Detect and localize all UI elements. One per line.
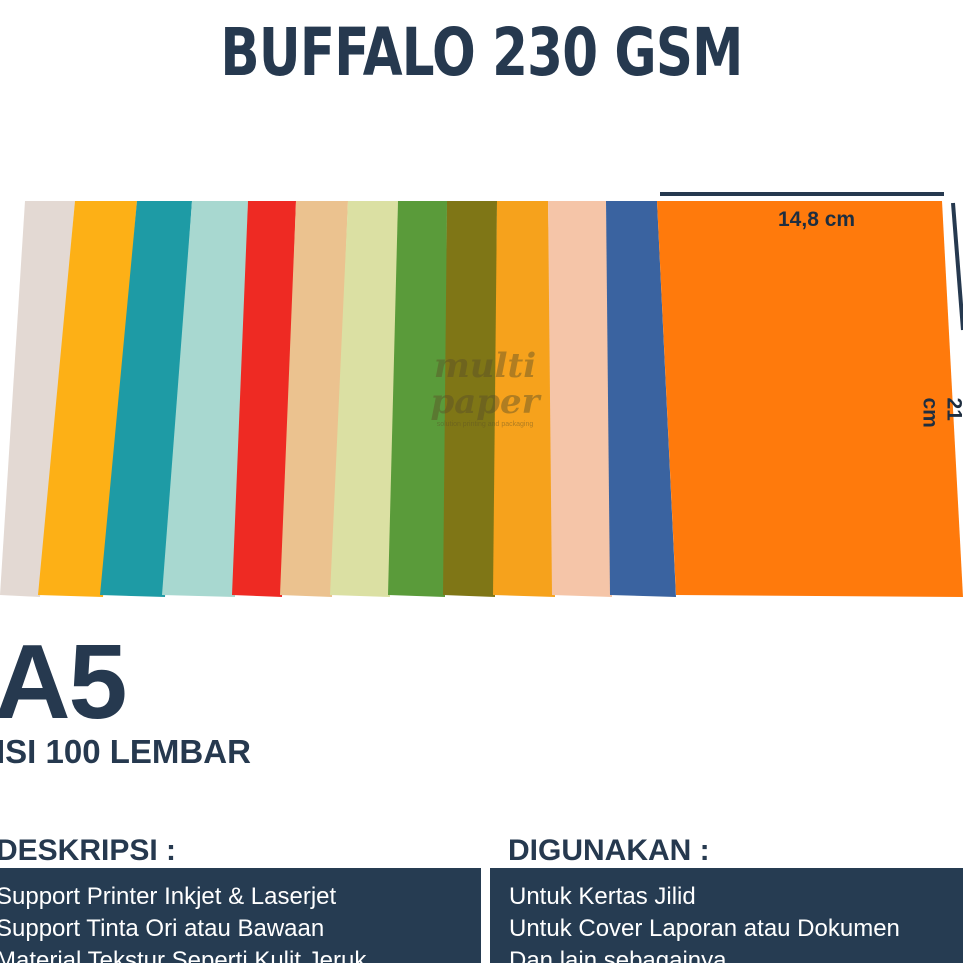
watermark-line2: paper [430, 382, 540, 422]
description-item: Support Printer Inkjet & Laserjet [0, 883, 337, 910]
watermark-line1: multi [433, 346, 537, 386]
width-label: 14,8 cm [778, 208, 856, 231]
description-item: Support Tinta Ori atau Bawaan [0, 915, 325, 942]
paper-sheet [657, 201, 963, 597]
paper-sheet [280, 201, 348, 597]
usage-item: Dan lain sebagainya [509, 947, 727, 963]
usage-heading: DIGUNAKAN : [508, 834, 710, 867]
paper-sheet [443, 201, 497, 597]
description-panel: Support Printer Inkjet & Laserjet Suppor… [0, 868, 481, 963]
paper-sheet [330, 201, 398, 597]
paper-sheet [38, 201, 137, 597]
paper-sheet [162, 201, 248, 597]
watermark-tagline: solution printing and packaging [436, 421, 534, 428]
paper-sheet [493, 201, 555, 597]
description-item: Material Tekstur Seperti Kulit Jeruk [0, 947, 367, 963]
usage-panel: Untuk Kertas Jilid Untuk Cover Laporan a… [490, 868, 963, 963]
watermark-logo: multi paper solution printing and packag… [420, 348, 550, 429]
height-label: 21 cm [918, 397, 963, 428]
paper-sheet [0, 201, 75, 597]
description-heading: DESKRIPSI : [0, 834, 177, 867]
product-title: BUFFALO 230 GSM [220, 14, 743, 91]
quantity-label: ISI 100 LEMBAR [0, 733, 251, 770]
paper-sheet [606, 201, 676, 597]
usage-item: Untuk Kertas Jilid [509, 883, 696, 910]
paper-sheet [388, 201, 447, 597]
paper-size: A5 [0, 623, 128, 741]
usage-item: Untuk Cover Laporan atau Dokumen [509, 915, 900, 942]
paper-sheet [232, 201, 296, 597]
height-dimension-line [951, 202, 963, 331]
paper-sheet [548, 201, 612, 597]
paper-sheet [100, 201, 192, 597]
